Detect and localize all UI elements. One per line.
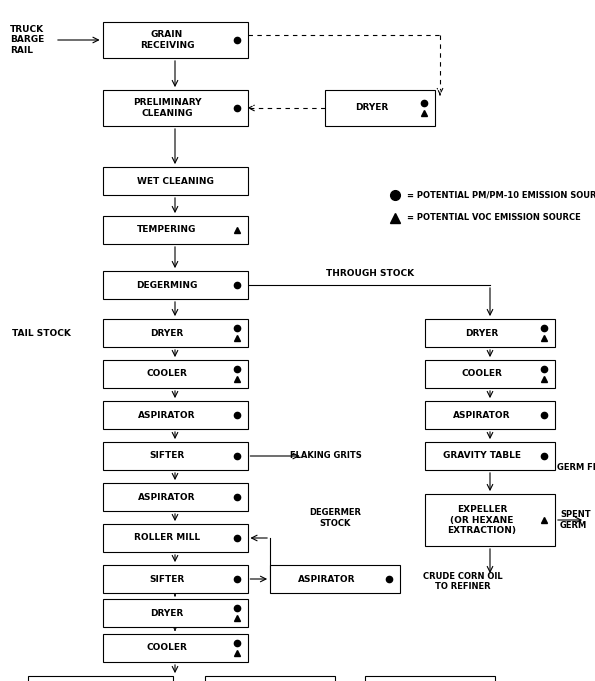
Text: COOLER: COOLER [146, 644, 187, 652]
FancyBboxPatch shape [425, 319, 555, 347]
Text: DRYER: DRYER [355, 104, 389, 112]
FancyBboxPatch shape [102, 22, 248, 58]
Text: CRUDE CORN OIL
TO REFINER: CRUDE CORN OIL TO REFINER [423, 572, 503, 591]
FancyBboxPatch shape [102, 524, 248, 552]
Text: EXPELLER
(OR HEXANE
EXTRACTION): EXPELLER (OR HEXANE EXTRACTION) [447, 505, 516, 535]
Text: ASPIRATOR: ASPIRATOR [298, 575, 356, 584]
Text: SIFTER: SIFTER [149, 575, 184, 584]
Text: DEGERMING: DEGERMING [136, 281, 198, 289]
FancyBboxPatch shape [102, 167, 248, 195]
Text: COOLER: COOLER [462, 370, 502, 379]
Text: PRELIMINARY
CLEANING: PRELIMINARY CLEANING [133, 99, 201, 118]
Text: FLAKING GRITS: FLAKING GRITS [290, 452, 362, 460]
FancyBboxPatch shape [102, 401, 248, 429]
Text: ASPIRATOR: ASPIRATOR [138, 411, 196, 419]
FancyBboxPatch shape [102, 360, 248, 388]
FancyBboxPatch shape [425, 494, 555, 546]
Text: SPENT
GERM: SPENT GERM [560, 510, 591, 530]
FancyBboxPatch shape [425, 360, 555, 388]
Text: COOLER: COOLER [146, 370, 187, 379]
FancyBboxPatch shape [365, 676, 495, 681]
FancyBboxPatch shape [270, 565, 400, 593]
Text: = POTENTIAL VOC EMISSION SOURCE: = POTENTIAL VOC EMISSION SOURCE [407, 214, 581, 223]
Text: TAIL STOCK: TAIL STOCK [12, 328, 71, 338]
Text: GRAIN
RECEIVING: GRAIN RECEIVING [140, 31, 194, 50]
FancyBboxPatch shape [102, 216, 248, 244]
Text: GRAVITY TABLE: GRAVITY TABLE [443, 452, 521, 460]
Text: DRYER: DRYER [465, 328, 499, 338]
FancyBboxPatch shape [102, 319, 248, 347]
FancyBboxPatch shape [102, 442, 248, 470]
FancyBboxPatch shape [205, 676, 335, 681]
FancyBboxPatch shape [102, 599, 248, 627]
Text: GERM FRACTION: GERM FRACTION [557, 464, 595, 473]
FancyBboxPatch shape [102, 271, 248, 299]
Text: DRYER: DRYER [151, 609, 184, 618]
FancyBboxPatch shape [425, 442, 555, 470]
Text: DRYER: DRYER [151, 328, 184, 338]
FancyBboxPatch shape [102, 634, 248, 662]
Text: = POTENTIAL PM/PM-10 EMISSION SOURCE: = POTENTIAL PM/PM-10 EMISSION SOURCE [407, 191, 595, 200]
FancyBboxPatch shape [425, 401, 555, 429]
Text: ASPIRATOR: ASPIRATOR [138, 492, 196, 501]
Text: ROLLER MILL: ROLLER MILL [134, 533, 200, 543]
Text: TEMPERING: TEMPERING [137, 225, 197, 234]
FancyBboxPatch shape [102, 90, 248, 126]
Text: DEGERMER
STOCK: DEGERMER STOCK [309, 508, 361, 528]
FancyBboxPatch shape [102, 483, 248, 511]
Text: TRUCK
BARGE
RAIL: TRUCK BARGE RAIL [10, 25, 44, 55]
FancyBboxPatch shape [102, 565, 248, 593]
Text: ASPIRATOR: ASPIRATOR [453, 411, 511, 419]
FancyBboxPatch shape [325, 90, 435, 126]
FancyBboxPatch shape [27, 676, 173, 681]
Text: SIFTER: SIFTER [149, 452, 184, 460]
Text: THROUGH STOCK: THROUGH STOCK [326, 269, 414, 278]
Text: WET CLEANING: WET CLEANING [137, 176, 214, 185]
